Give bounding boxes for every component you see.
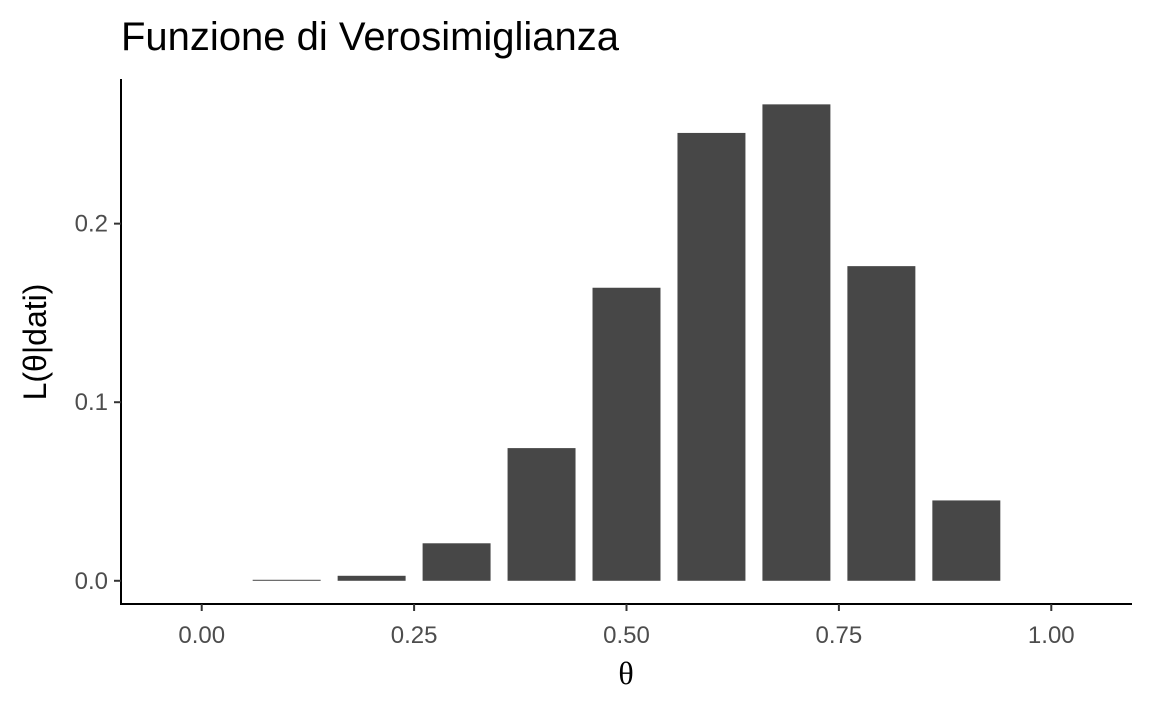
bar (762, 104, 831, 581)
x-axis-ticks: 0.00 0.25 0.50 0.75 1.00 (178, 604, 1075, 649)
chart-title: Funzione di Verosimiglianza (121, 15, 620, 59)
y-tick-label: 0.2 (75, 211, 108, 238)
y-axis-ticks: 0.0 0.1 0.2 (75, 211, 121, 595)
x-tick-label: 0.75 (816, 622, 863, 649)
bar (337, 575, 406, 581)
bar (592, 287, 661, 581)
y-tick-label: 0.1 (75, 389, 108, 416)
bars-group (252, 104, 1001, 581)
y-axis-title: L(θ|dati) (17, 284, 53, 401)
bar (932, 500, 1001, 581)
x-axis-title: θ (618, 655, 633, 691)
y-tick-label: 0.0 (75, 568, 108, 595)
bar (507, 448, 576, 581)
bar (422, 543, 491, 581)
x-tick-label: 0.50 (603, 622, 650, 649)
x-tick-label: 0.25 (391, 622, 438, 649)
x-tick-label: 1.00 (1028, 622, 1075, 649)
bar (677, 132, 746, 581)
x-tick-label: 0.00 (178, 622, 225, 649)
bar (847, 266, 916, 581)
bar (252, 579, 321, 581)
